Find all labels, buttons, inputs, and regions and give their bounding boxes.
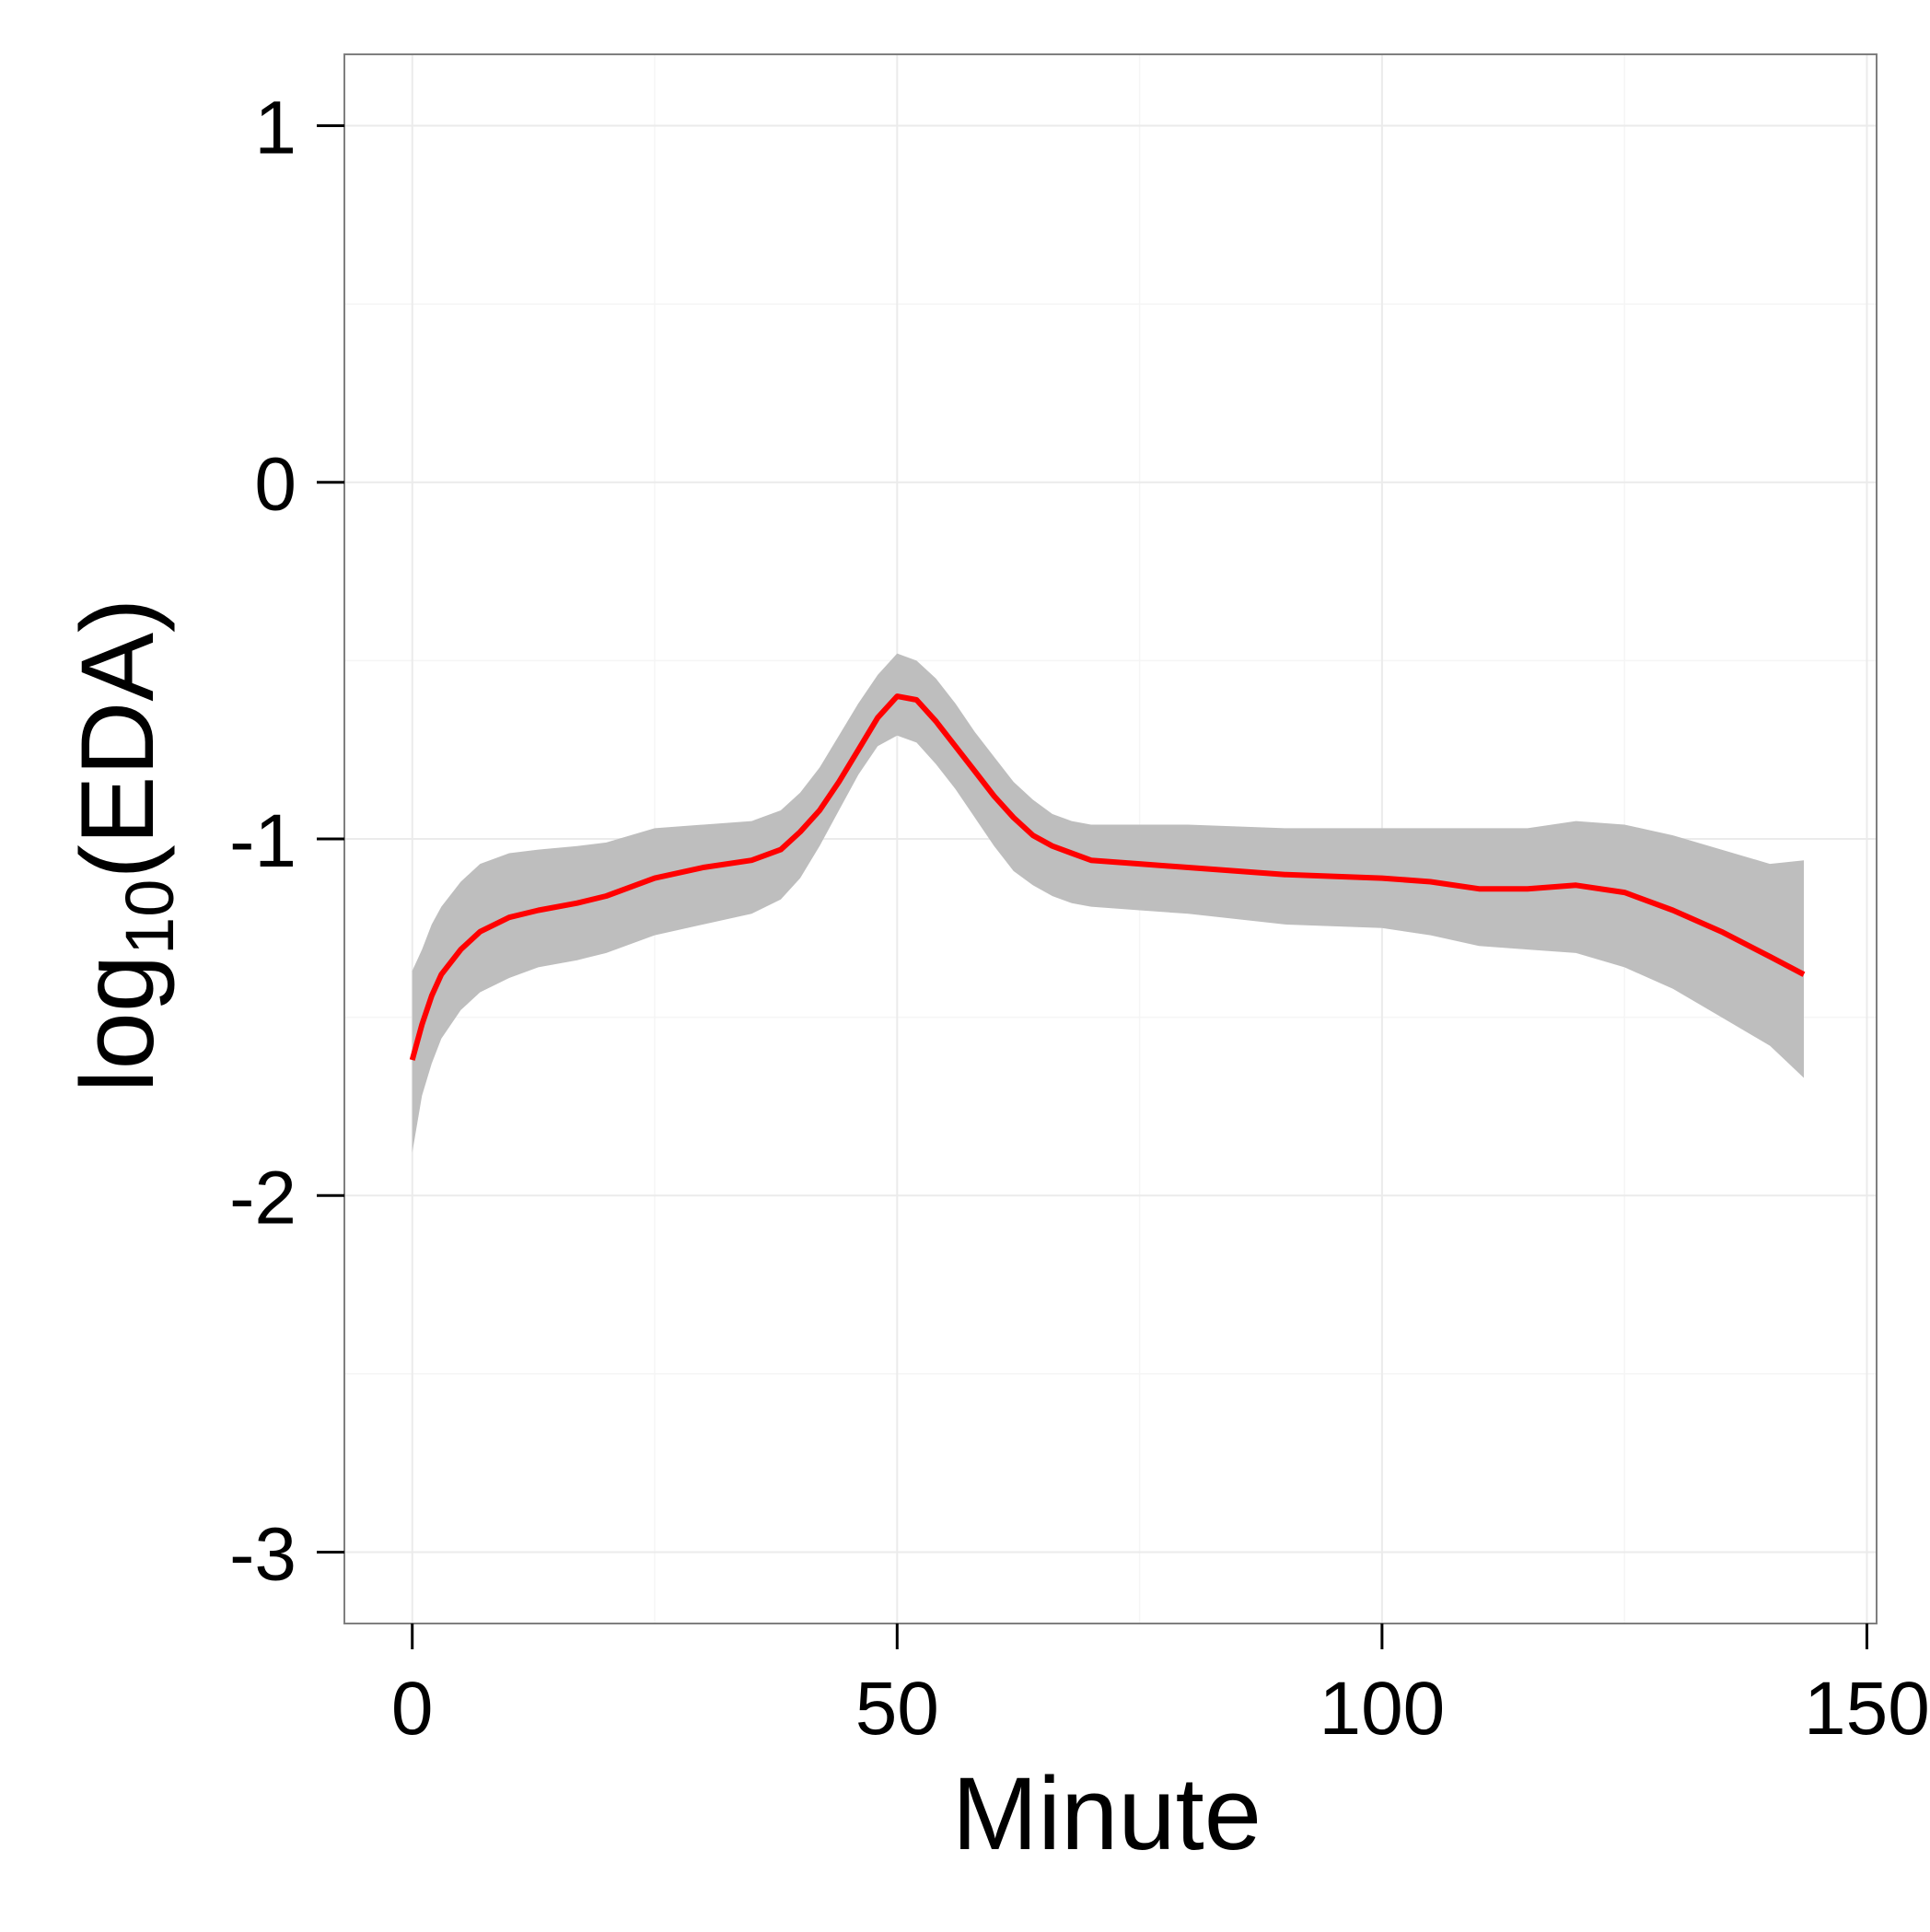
y-tick-label: 0 xyxy=(254,443,296,527)
y-axis: 1 0 -1 -2 -3 xyxy=(229,86,344,1597)
confidence-band xyxy=(412,653,1805,1153)
x-axis-title: Minute xyxy=(952,1756,1261,1871)
y-axis-title-base: log xyxy=(60,955,175,1092)
y-tick-label: -1 xyxy=(229,799,296,883)
x-tick-label: 100 xyxy=(1319,1667,1445,1751)
y-axis-title-subscript: 10 xyxy=(111,879,188,955)
confidence-band-layer xyxy=(412,653,1805,1153)
y-axis-title: log10(EDA) xyxy=(60,599,188,1093)
x-tick-label: 0 xyxy=(391,1667,434,1751)
y-tick-label: 1 xyxy=(254,86,296,169)
series-line xyxy=(409,693,1806,1061)
x-tick-label: 50 xyxy=(855,1667,939,1751)
x-tick-label: 150 xyxy=(1804,1667,1930,1751)
x-axis: 0 50 100 150 xyxy=(391,1624,1930,1751)
y-tick-label: -2 xyxy=(229,1156,296,1240)
y-axis-title-rest: (EDA) xyxy=(60,599,175,879)
y-tick-label: -3 xyxy=(229,1513,296,1597)
line-layer xyxy=(409,693,1806,1061)
